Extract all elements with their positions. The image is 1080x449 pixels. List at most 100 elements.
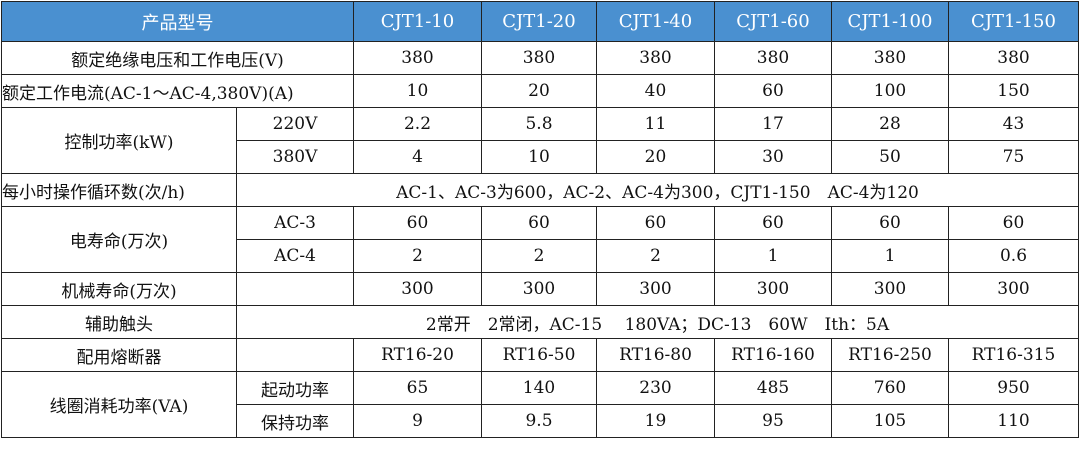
cell: 150 [948,74,1079,108]
cell: 60 [714,74,832,108]
cell: 300 [831,272,949,306]
cell: 2.2 [353,107,482,141]
sub-label: AC-4 [236,239,354,273]
cell: 380 [353,41,482,75]
cell: 60 [831,206,949,240]
sub-label: 220V [236,107,354,141]
cell: 300 [596,272,715,306]
cell: 50 [831,140,949,174]
row-label: 额定绝缘电压和工作电压(V) [1,41,354,75]
cell: 60 [353,206,482,240]
cell: 11 [596,107,715,141]
row-label: 控制功率(kW) [1,107,237,174]
cell: 380 [596,41,715,75]
cell: 60 [714,206,832,240]
cell: 105 [831,404,949,438]
cell: RT16-250 [831,338,949,372]
sub-label: 380V [236,140,354,174]
table-row: 机械寿命(万次) 300 300 300 300 300 300 [1,272,1079,306]
cell: 17 [714,107,832,141]
cell: RT16-315 [948,338,1079,372]
cell: 300 [481,272,597,306]
row-label: 配用熔断器 [1,338,237,372]
cell: 19 [596,404,715,438]
cell: 100 [831,74,949,108]
header-row: 产品型号 CJT1-10 CJT1-20 CJT1-40 CJT1-60 CJT… [1,1,1079,42]
cell: 1 [714,239,832,273]
cell: 2 [596,239,715,273]
row-label: 电寿命(万次) [1,206,237,273]
cell: 380 [481,41,597,75]
cell: RT16-80 [596,338,715,372]
merged-cell: AC-1、AC-3为600，AC-2、AC-4为300，CJT1-150 AC-… [236,173,1079,207]
model-header: CJT1-100 [831,1,949,42]
cell: 4 [353,140,482,174]
cell: 65 [353,371,482,405]
table-row: 配用熔断器 RT16-20 RT16-50 RT16-80 RT16-160 RT16-… [1,338,1079,372]
cell: 40 [596,74,715,108]
model-header: CJT1-10 [353,1,482,42]
table-row: 额定工作电流(AC-1～AC-4,380V)(A) 10 20 40 60 100 150 [1,74,1079,108]
cell: 140 [481,371,597,405]
cell: 75 [948,140,1079,174]
model-header: CJT1-60 [714,1,832,42]
cell: 300 [714,272,832,306]
cell: 230 [596,371,715,405]
table-row: 辅助触头 2常开 2常闭，AC-15 180VA；DC-13 60W Ith：5… [1,305,1079,339]
table-row: 保持功率 9 9.5 19 95 105 110 [2,404,1079,438]
cell: 110 [948,404,1079,438]
header-label: 产品型号 [1,1,354,42]
row-label: 机械寿命(万次) [1,272,237,306]
cell: 10 [353,74,482,108]
cell: 10 [481,140,597,174]
cell: 9 [353,404,482,438]
merged-cell: 2常开 2常闭，AC-15 180VA；DC-13 60W Ith：5A [236,305,1079,339]
cell: 95 [714,404,832,438]
spec-table: 产品型号 CJT1-10 CJT1-20 CJT1-40 CJT1-60 CJT… [1,1,1079,438]
cell: 2 [481,239,597,273]
table-row: 线圈消耗功率(VA) 起动功率 65 140 230 485 760 950 [1,371,1079,438]
sub-label: 起动功率 [236,371,354,405]
cell: 485 [714,371,832,405]
sub-label: 保持功率 [236,404,354,438]
row-label: 额定工作电流(AC-1～AC-4,380V)(A) [1,74,354,108]
cell: 950 [948,371,1079,405]
cell: 60 [596,206,715,240]
cell: 0.6 [948,239,1079,273]
model-header: CJT1-40 [596,1,715,42]
cell: 1 [831,239,949,273]
cell: 20 [481,74,597,108]
table-row: AC-4 2 2 2 1 1 0.6 [2,239,1079,273]
cell: RT16-50 [481,338,597,372]
cell: 300 [353,272,482,306]
table-row: 额定绝缘电压和工作电压(V) 380 380 380 380 380 380 [1,41,1079,75]
cell: 20 [596,140,715,174]
cell: RT16-20 [353,338,482,372]
cell: 43 [948,107,1079,141]
empty-cell [236,338,354,372]
cell: 300 [948,272,1079,306]
cell: 380 [714,41,832,75]
row-label: 线圈消耗功率(VA) [1,371,237,438]
cell: 9.5 [481,404,597,438]
cell: 60 [481,206,597,240]
table-row: 每小时操作循环数(次/h) AC-1、AC-3为600，AC-2、AC-4为30… [1,173,1079,207]
cell: 2 [353,239,482,273]
cell: 5.8 [481,107,597,141]
model-header: CJT1-150 [948,1,1079,42]
cell: 380 [948,41,1079,75]
cell: RT16-160 [714,338,832,372]
table-row: 380V 4 10 20 30 50 75 [2,140,1079,174]
table-row: 控制功率(kW) 220V 2.2 5.8 11 17 28 43 [1,107,1079,174]
cell: 28 [831,107,949,141]
table-row: 电寿命(万次) AC-3 60 60 60 60 60 60 [1,206,1079,273]
cell: 760 [831,371,949,405]
cell: 30 [714,140,832,174]
sub-label: AC-3 [236,206,354,240]
cell: 380 [831,41,949,75]
empty-cell [236,272,354,306]
cell: 60 [948,206,1079,240]
model-header: CJT1-20 [481,1,597,42]
row-label: 每小时操作循环数(次/h) [1,173,237,207]
row-label: 辅助触头 [1,305,237,339]
